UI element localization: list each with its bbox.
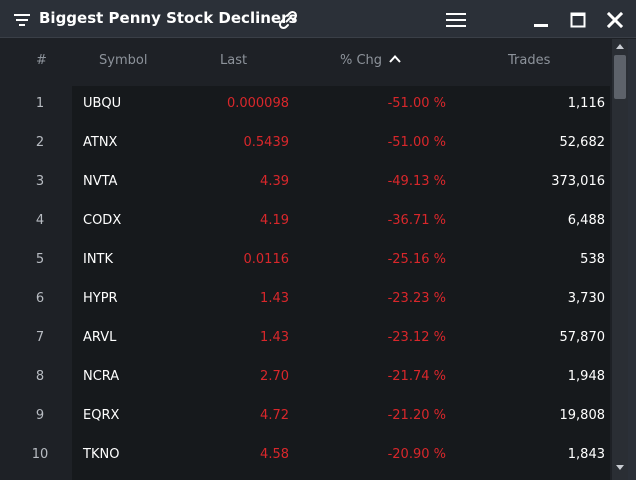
row-trades: 19,808: [559, 408, 606, 423]
table-row[interactable]: 1 UBQU 0.000098 -51.00 % 1,116: [8, 86, 610, 125]
row-last-price: 2.70: [260, 369, 289, 384]
table-row[interactable]: 9 EQRX 4.72 -21.20 % 19,808: [8, 398, 610, 437]
row-trades: 1,843: [567, 447, 605, 462]
row-trades: 52,682: [559, 135, 606, 150]
link-icon[interactable]: [278, 10, 298, 30]
scroll-down-icon[interactable]: [614, 463, 626, 473]
scrollbar-thumb[interactable]: [614, 55, 626, 99]
row-number: 2: [35, 135, 45, 150]
table-row[interactable]: 7 ARVL 1.43 -23.12 % 57,870: [8, 320, 610, 359]
table-row[interactable]: 6 HYPR 1.43 -23.23 % 3,730: [8, 281, 610, 320]
header-chg[interactable]: % Chg: [340, 53, 401, 68]
row-number: 1: [35, 96, 45, 111]
filter-menu-icon[interactable]: [14, 13, 30, 27]
row-percent-change: -21.20 %: [387, 408, 446, 423]
table-row[interactable]: 3 NVTA 4.39 -49.13 % 373,016: [8, 164, 610, 203]
row-number: 4: [35, 213, 45, 228]
table-row[interactable]: 2 ATNX 0.5439 -51.00 % 52,682: [8, 125, 610, 164]
window-edge: [628, 39, 636, 480]
window-title: Biggest Penny Stock Decliners: [39, 9, 298, 27]
row-percent-change: -23.23 %: [387, 291, 446, 306]
row-trades: 1,948: [567, 369, 605, 384]
row-symbol: NCRA: [83, 369, 120, 384]
row-number: 5: [35, 252, 45, 267]
row-number: 10: [31, 447, 49, 462]
scroll-up-icon[interactable]: [614, 41, 626, 51]
row-trades: 3,730: [567, 291, 605, 306]
table-row[interactable]: 10 TKNO 4.58 -20.90 % 1,843: [8, 437, 610, 476]
row-symbol: ATNX: [83, 135, 118, 150]
row-last-price: 4.58: [260, 447, 289, 462]
row-last-price: 0.5439: [243, 135, 290, 150]
title-bar: Biggest Penny Stock Decliners: [0, 0, 636, 38]
header-chg-label: % Chg: [340, 53, 383, 68]
row-number: 6: [35, 291, 45, 306]
row-number: 3: [35, 174, 45, 189]
row-percent-change: -49.13 %: [387, 174, 446, 189]
row-last-price: 1.43: [260, 291, 289, 306]
row-trades: 57,870: [559, 330, 606, 345]
row-symbol: UBQU: [83, 96, 122, 111]
row-symbol: ARVL: [83, 330, 117, 345]
header-symbol[interactable]: Symbol: [99, 53, 148, 68]
row-number: 9: [35, 408, 45, 423]
row-trades: 373,016: [551, 174, 605, 189]
table-body-background: [72, 86, 610, 480]
row-symbol: HYPR: [83, 291, 118, 306]
chevron-up-icon: [389, 55, 401, 63]
row-last-price: 4.39: [260, 174, 289, 189]
header-last[interactable]: Last: [220, 53, 248, 68]
row-symbol: CODX: [83, 213, 122, 228]
hamburger-icon[interactable]: [446, 12, 466, 28]
row-last-price: 1.43: [260, 330, 289, 345]
row-trades: 1,116: [567, 96, 605, 111]
row-number: 7: [35, 330, 45, 345]
row-symbol: NVTA: [83, 174, 118, 189]
header-trades[interactable]: Trades: [508, 53, 551, 68]
row-last-price: 0.0116: [243, 252, 290, 267]
table-row[interactable]: 5 INTK 0.0116 -25.16 % 538: [8, 242, 610, 281]
table-row[interactable]: 8 NCRA 2.70 -21.74 % 1,948: [8, 359, 610, 398]
row-percent-change: -25.16 %: [387, 252, 446, 267]
row-percent-change: -36.71 %: [387, 213, 446, 228]
row-number: 8: [35, 369, 45, 384]
scrollbar-track[interactable]: [612, 39, 628, 480]
minimize-icon[interactable]: [533, 12, 549, 28]
row-trades: 6,488: [567, 213, 605, 228]
table-row[interactable]: 4 CODX 4.19 -36.71 % 6,488: [8, 203, 610, 242]
maximize-icon[interactable]: [570, 12, 586, 28]
table-container: # Symbol Last % Chg Trades 1 UBQU 0.000098…: [8, 39, 610, 480]
row-trades: 538: [580, 252, 605, 267]
row-last-price: 4.72: [260, 408, 289, 423]
row-percent-change: -51.00 %: [387, 135, 446, 150]
row-last-price: 0.000098: [226, 96, 289, 111]
row-symbol: INTK: [83, 252, 114, 267]
row-symbol: EQRX: [83, 408, 120, 423]
row-percent-change: -20.90 %: [387, 447, 446, 462]
row-percent-change: -21.74 %: [387, 369, 446, 384]
row-percent-change: -51.00 %: [387, 96, 446, 111]
close-icon[interactable]: [607, 12, 623, 28]
row-percent-change: -23.12 %: [387, 330, 446, 345]
row-symbol: TKNO: [83, 447, 120, 462]
header-num[interactable]: #: [36, 53, 47, 68]
row-last-price: 4.19: [260, 213, 289, 228]
